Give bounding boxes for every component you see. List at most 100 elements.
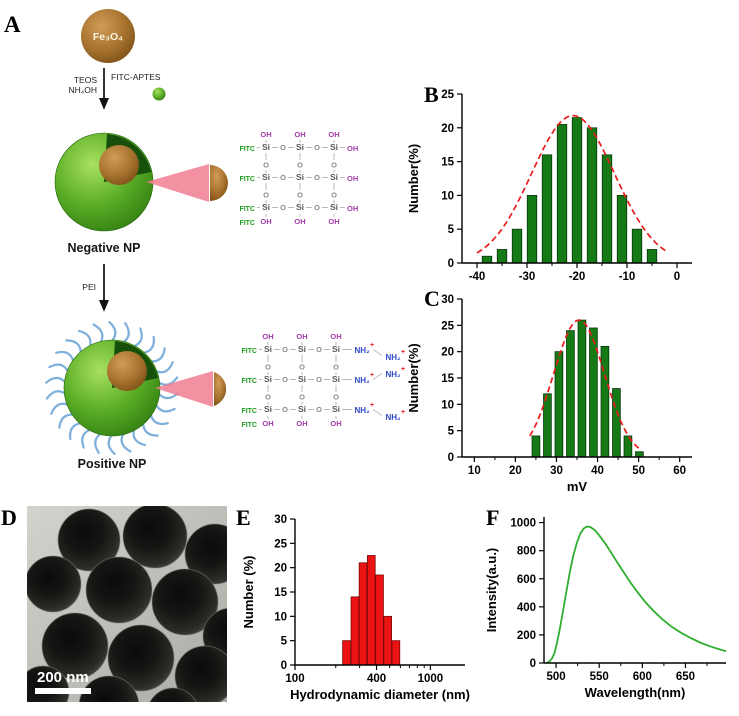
- atom-label: Si: [330, 142, 338, 152]
- panel-f-label: F: [486, 505, 500, 530]
- nanoparticle: [78, 675, 140, 702]
- atom-label: OH: [328, 217, 339, 226]
- x-tick-label: 60: [673, 465, 686, 477]
- negative-np-sphere: [54, 132, 154, 232]
- x-tick-label: 30: [550, 465, 563, 477]
- y-axis-label: Number (%): [241, 556, 256, 629]
- histogram-bar: [481, 255, 493, 264]
- panel-d-tem-image: 200 nm: [27, 506, 227, 702]
- teos-label: TEOS: [74, 75, 97, 85]
- pei-bristle: [45, 376, 67, 384]
- atom-label: Si: [332, 404, 340, 414]
- histogram-bar: [543, 393, 552, 458]
- y-tick-label: 20: [441, 123, 454, 135]
- atom-label: Si: [264, 374, 272, 384]
- atom-label: O: [333, 393, 339, 402]
- panel-b-label: B: [424, 82, 439, 107]
- y-tick-label: 15: [274, 587, 287, 599]
- atom-label: OH: [347, 204, 358, 213]
- y-tick-label: 30: [441, 294, 454, 306]
- panel-e-size-histogram: 100 400 1000 0 5 10 15 20 25 30 Hydrodynamic diame…: [241, 514, 470, 702]
- atom-label: NH₂: [385, 353, 401, 362]
- silica-fitc-structure: O O O O O O Si Si Si Si Si Si Si Si Si O O O O O O OH OH OH OH OH…: [239, 130, 358, 227]
- y-tick-label: 10: [274, 611, 287, 623]
- pei-bristle: [55, 350, 75, 363]
- panel-f-fluorescence-spectrum: 500 550 600 650 0 200 400 600 800 1000 Wavelength(…: [484, 517, 727, 700]
- nh4oh-label: NH₄OH: [69, 85, 98, 95]
- atom-label: FITC: [241, 348, 257, 355]
- atom-label: Si: [264, 404, 272, 414]
- nanoparticle: [107, 624, 175, 692]
- pei-label: PEI: [82, 282, 96, 292]
- atom-label: O: [316, 375, 322, 384]
- histogram-bar: [566, 330, 575, 458]
- y-tick-label: 5: [448, 426, 455, 438]
- x-tick-label: 10: [468, 465, 481, 477]
- y-tick-label: 0: [448, 452, 454, 464]
- y-tick-label: 5: [448, 224, 455, 236]
- fitc-aptes-dot-icon: [152, 87, 166, 101]
- histogram-bar: [631, 228, 643, 264]
- pei-bristle: [58, 413, 75, 429]
- nanoparticle: [149, 687, 197, 702]
- atom-label: +: [401, 366, 405, 373]
- nanoparticle: [27, 555, 82, 613]
- pei-bristle: [68, 422, 82, 441]
- atom-label: Si: [296, 202, 304, 212]
- atom-label: FITC: [239, 176, 255, 183]
- histogram-bar: [571, 117, 583, 264]
- histogram-bar: [556, 124, 568, 264]
- fitc-aptes-label: FITC-APTES: [111, 72, 161, 82]
- atom-label: Si: [262, 142, 270, 152]
- y-tick-label: 10: [441, 399, 454, 411]
- surface-halfdome-1: [210, 165, 228, 201]
- y-tick-label: 0: [448, 258, 454, 270]
- atom-label: OH: [296, 419, 307, 428]
- panel-c-label: C: [424, 286, 440, 311]
- y-tick-label: 25: [441, 89, 454, 101]
- pei-bristle: [149, 413, 169, 426]
- scale-bar-label: 200 nm: [37, 669, 89, 686]
- y-tick-label: 30: [274, 514, 287, 526]
- x-axis-label: Wavelength(nm): [585, 685, 686, 700]
- pei-bristle: [107, 433, 116, 455]
- histogram-bar: [646, 249, 658, 264]
- atom-label: O: [316, 405, 322, 414]
- panel-c-zeta-histogram-positive: 10 20 30 40 50 60 0 5 10 15 20 25 30 mV Number(%): [406, 294, 692, 494]
- atom-label: OH: [347, 144, 358, 153]
- panel-e-label: E: [236, 505, 251, 530]
- atom-label: O: [280, 173, 286, 182]
- panel-b-zeta-histogram-negative: -40 -30 -20 -10 0 0 5 10 15 20 25 Number(%): [406, 89, 692, 283]
- atom-label: OH: [294, 217, 305, 226]
- panel-a-label: A: [4, 12, 21, 37]
- pei-bristle: [108, 321, 117, 343]
- atom-label: O: [316, 345, 322, 354]
- pei-bristle: [142, 422, 159, 437]
- atom-label: O: [280, 143, 286, 152]
- atom-label: O: [265, 393, 271, 402]
- histogram-bar: [531, 435, 541, 458]
- pei-bristle: [120, 432, 132, 453]
- bond: [372, 409, 383, 416]
- y-tick-label: 20: [274, 563, 287, 575]
- histogram-bar: [511, 228, 523, 264]
- nanoparticle: [57, 508, 121, 572]
- atom-label: Si: [298, 344, 306, 354]
- atom-label: Si: [332, 374, 340, 384]
- atom-label: OH: [330, 419, 341, 428]
- pei-bristle: [154, 361, 174, 374]
- histogram-bar: [383, 615, 393, 666]
- atom-label: O: [299, 393, 305, 402]
- surface-halfdome-2: [214, 372, 227, 406]
- nanoparticle: [85, 556, 153, 624]
- x-axis-label: Hydrodynamic diameter (nm): [290, 687, 470, 702]
- atom-label: +: [370, 342, 374, 349]
- atom-label: OH: [260, 217, 271, 226]
- atom-label: +: [401, 349, 405, 356]
- zoom-callout-wedge-1: [146, 164, 209, 202]
- histogram-bar: [601, 154, 613, 264]
- atom-label: Si: [298, 404, 306, 414]
- nanoparticle: [184, 523, 227, 585]
- y-tick-label: 200: [517, 630, 536, 642]
